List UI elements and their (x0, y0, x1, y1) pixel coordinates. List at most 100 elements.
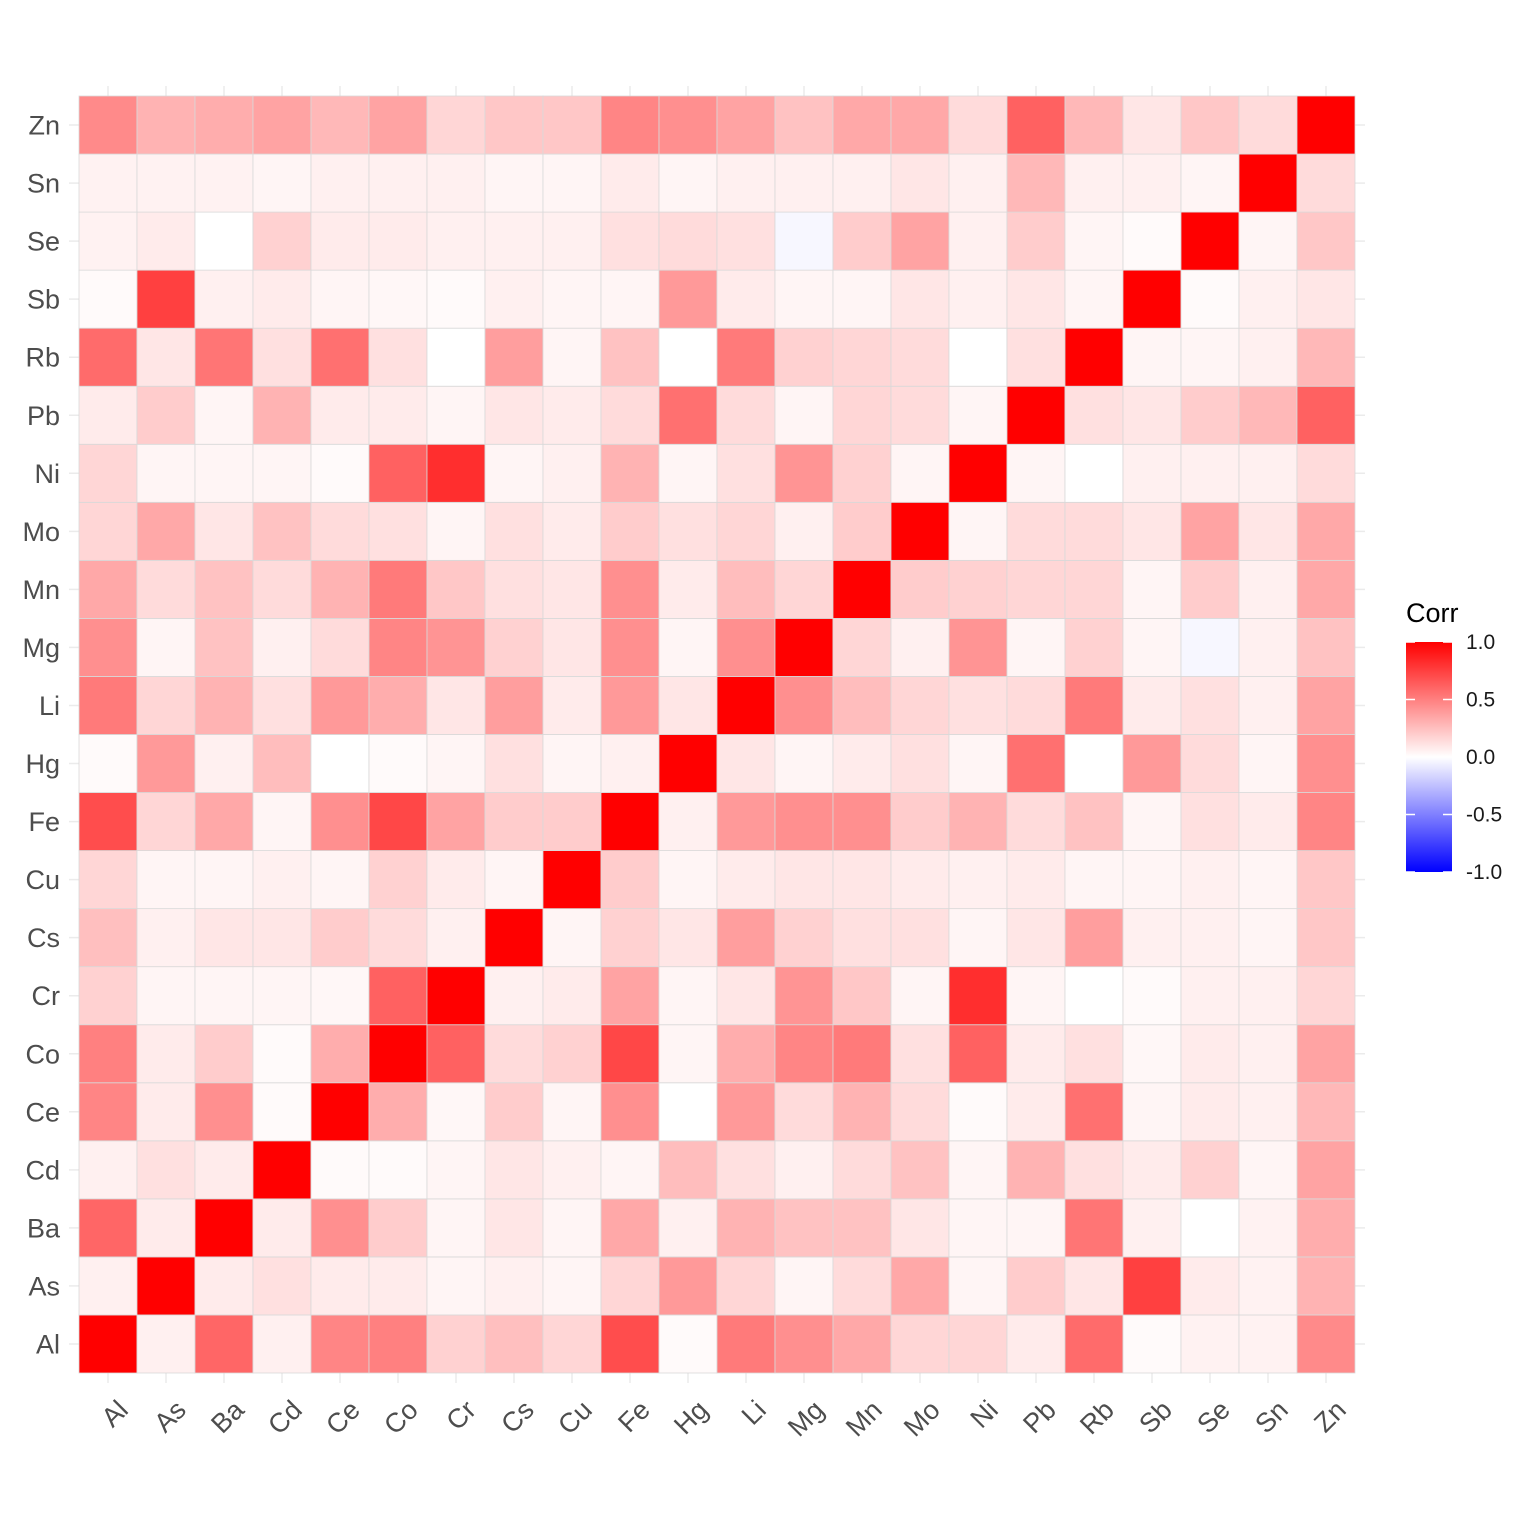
heatmap-cell-al-li (716, 1314, 776, 1374)
heatmap-cell-sb-mn (832, 269, 892, 329)
y-tick-label: Se (27, 227, 60, 257)
heatmap-cell-li-co (368, 676, 428, 735)
heatmap-cell-pb-fe (600, 385, 660, 445)
heatmap-cell-al-mg (774, 1314, 834, 1374)
heatmap-cell-cr-ce (310, 966, 370, 1026)
heatmap-cell-cs-al (78, 908, 138, 968)
heatmap-cell-cd-pb (1006, 1140, 1066, 1200)
x-tick-label: Hg (668, 1395, 714, 1441)
heatmap-cell-zn-sb (1122, 95, 1182, 155)
heatmap-cell-hg-cd (252, 734, 312, 793)
heatmap-cell-cr-ni (948, 966, 1008, 1026)
heatmap-cell-mo-hg (658, 501, 718, 561)
legend-title: Corr (1406, 598, 1459, 628)
x-tick-label: Cr (440, 1395, 481, 1436)
legend-label: 1.0 (1466, 631, 1495, 654)
heatmap-cell-mn-mg (774, 559, 834, 619)
x-tick-label: Sn (1249, 1395, 1294, 1440)
heatmap-cell-cd-co (368, 1140, 428, 1200)
heatmap-cell-fe-cs (484, 792, 544, 851)
heatmap-cell-hg-zn (1296, 734, 1356, 793)
heatmap-cell-hg-mn (832, 734, 892, 793)
heatmap-cell-rb-mg (774, 327, 834, 387)
y-tick-label: Mn (22, 575, 60, 605)
heatmap-cell-pb-hg (658, 385, 718, 445)
heatmap-cell-mn-li (716, 559, 776, 619)
x-tick-label: Ce (320, 1395, 366, 1441)
heatmap-cell-mn-cs (484, 559, 544, 619)
heatmap-cell-pb-rb (1064, 385, 1124, 445)
heatmap-cell-hg-ni (948, 734, 1008, 793)
heatmap-cell-fe-hg (658, 792, 718, 851)
heatmap-cell-cs-mo (890, 908, 950, 968)
heatmap-cell-li-rb (1064, 676, 1124, 735)
heatmap-cell-ce-sn (1238, 1082, 1298, 1142)
heatmap-cell-rb-ce (310, 327, 370, 387)
heatmap-cell-mo-cr (426, 501, 486, 561)
heatmap-cell-as-cd (252, 1256, 312, 1316)
heatmap-cell-ce-fe (600, 1082, 660, 1142)
heatmap-cell-mo-se (1180, 501, 1240, 561)
heatmap-cell-cu-mo (890, 850, 950, 910)
heatmap-cell-mg-zn (1296, 618, 1356, 677)
heatmap-cell-co-mg (774, 1024, 834, 1084)
heatmap-cell-cu-pb (1006, 850, 1066, 910)
heatmap-cell-mn-as (136, 559, 196, 619)
heatmap-cell-as-ni (948, 1256, 1008, 1316)
heatmap-cell-sn-ce (310, 153, 370, 213)
heatmap-cell-mn-mn (832, 559, 892, 619)
heatmap-cell-ce-ba (194, 1082, 254, 1142)
heatmap-cell-sb-as (136, 269, 196, 329)
heatmap-cell-zn-hg (658, 95, 718, 155)
heatmap-cell-ce-mg (774, 1082, 834, 1142)
heatmap-cell-pb-cu (542, 385, 602, 445)
heatmap-cell-se-cd (252, 211, 312, 271)
heatmap-cell-se-zn (1296, 211, 1356, 271)
heatmap-cell-mg-ce (310, 618, 370, 677)
heatmap-cell-cs-zn (1296, 908, 1356, 968)
heatmap-cell-ba-mg (774, 1198, 834, 1258)
heatmap-cell-zn-co (368, 95, 428, 155)
heatmap-cell-co-pb (1006, 1024, 1066, 1084)
heatmap-cell-rb-li (716, 327, 776, 387)
heatmap-cell-hg-cs (484, 734, 544, 793)
heatmap-cell-mo-cu (542, 501, 602, 561)
heatmap-cell-cd-zn (1296, 1140, 1356, 1200)
heatmap-cell-se-hg (658, 211, 718, 271)
heatmap-cell-sb-hg (658, 269, 718, 329)
y-tick-label: Fe (28, 807, 60, 837)
heatmap-cell-mo-co (368, 501, 428, 561)
heatmap-cell-cd-rb (1064, 1140, 1124, 1200)
heatmap-cell-fe-pb (1006, 792, 1066, 851)
heatmap-cell-as-mo (890, 1256, 950, 1316)
heatmap-cell-li-pb (1006, 676, 1066, 735)
heatmap-cell-sn-zn (1296, 153, 1356, 213)
heatmap-cell-fe-fe (600, 792, 660, 851)
heatmap-cell-co-ba (194, 1024, 254, 1084)
heatmap-cell-fe-zn (1296, 792, 1356, 851)
heatmap-cell-co-zn (1296, 1024, 1356, 1084)
heatmap-cell-cr-cr (426, 966, 486, 1026)
heatmap-cell-al-fe (600, 1314, 660, 1374)
heatmap-cell-co-co (368, 1024, 428, 1084)
heatmap-cell-li-cu (542, 676, 602, 735)
heatmap-cell-zn-rb (1064, 95, 1124, 155)
heatmap-cell-mo-ce (310, 501, 370, 561)
heatmap-cell-al-rb (1064, 1314, 1124, 1374)
heatmap-cell-cd-ce (310, 1140, 370, 1200)
heatmap-cell-cs-pb (1006, 908, 1066, 968)
heatmap-cell-sb-al (78, 269, 138, 329)
heatmap-cell-cs-cd (252, 908, 312, 968)
heatmap-cell-rb-sn (1238, 327, 1298, 387)
heatmap-cell-mn-rb (1064, 559, 1124, 619)
heatmap-cell-se-ce (310, 211, 370, 271)
heatmap-cell-co-al (78, 1024, 138, 1084)
y-tick-label: Cs (27, 923, 60, 953)
heatmap-cell-fe-cr (426, 792, 486, 851)
heatmap-cell-mo-mo (890, 501, 950, 561)
heatmap-cell-rb-rb (1064, 327, 1124, 387)
heatmap-cell-sn-mo (890, 153, 950, 213)
heatmap-cell-rb-as (136, 327, 196, 387)
heatmap-cell-cu-zn (1296, 850, 1356, 910)
heatmap-cell-rb-fe (600, 327, 660, 387)
